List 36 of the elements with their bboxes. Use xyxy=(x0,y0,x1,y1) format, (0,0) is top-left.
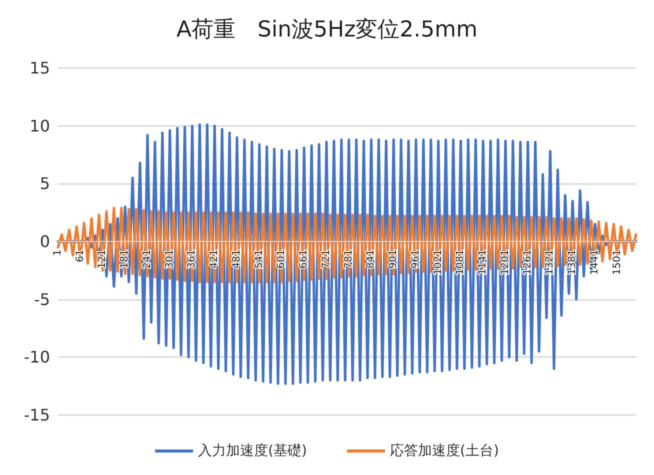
legend-label: 入力加速度(基礎) xyxy=(198,443,308,459)
x-tick-label: 1501 xyxy=(612,250,623,275)
x-tick-label: 901 xyxy=(388,250,400,269)
y-tick-label: 15 xyxy=(30,58,50,78)
x-tick-label: 841 xyxy=(366,250,377,269)
x-tick-label: 1261 xyxy=(522,250,534,275)
x-tick-label: 61 xyxy=(74,250,86,262)
x-tick-label: 1141 xyxy=(478,250,489,275)
x-tick-label: 421 xyxy=(209,250,220,269)
x-tick-label: 481 xyxy=(231,250,242,269)
y-tick-label: 10 xyxy=(30,116,50,136)
x-tick-label: 1441 xyxy=(589,250,600,275)
x-tick-label: 1201 xyxy=(500,250,511,275)
x-tick-label: 121 xyxy=(97,250,108,269)
y-tick-label: -5 xyxy=(34,290,50,309)
chart-title: A荷重 Sin波5Hz変位2.5mm xyxy=(176,18,478,42)
y-tick-label: -10 xyxy=(24,348,50,367)
x-tick-label: 241 xyxy=(142,250,153,269)
x-tick-label: 721 xyxy=(320,250,332,269)
y-tick-label: 5 xyxy=(40,174,50,194)
x-tick-label: 1021 xyxy=(432,250,444,275)
x-tick-label: 1381 xyxy=(567,250,578,275)
y-tick-label: -15 xyxy=(24,406,50,424)
legend-label: 応答加速度(土台) xyxy=(390,443,499,459)
x-tick-label: 1081 xyxy=(455,250,466,275)
y-tick-label: 0 xyxy=(40,232,50,251)
x-tick-label: 181 xyxy=(120,250,131,269)
x-tick-label: 781 xyxy=(343,250,354,269)
x-tick-label: 541 xyxy=(254,250,265,269)
x-tick-label: 961 xyxy=(410,250,422,269)
x-tick-label: 1321 xyxy=(544,250,556,275)
x-tick-label: 301 xyxy=(164,250,176,269)
x-tick-label: 661 xyxy=(298,250,310,269)
x-tick-label: 1 xyxy=(52,250,64,256)
x-tick-label: 601 xyxy=(276,250,288,269)
x-tick-label: 361 xyxy=(186,250,198,269)
